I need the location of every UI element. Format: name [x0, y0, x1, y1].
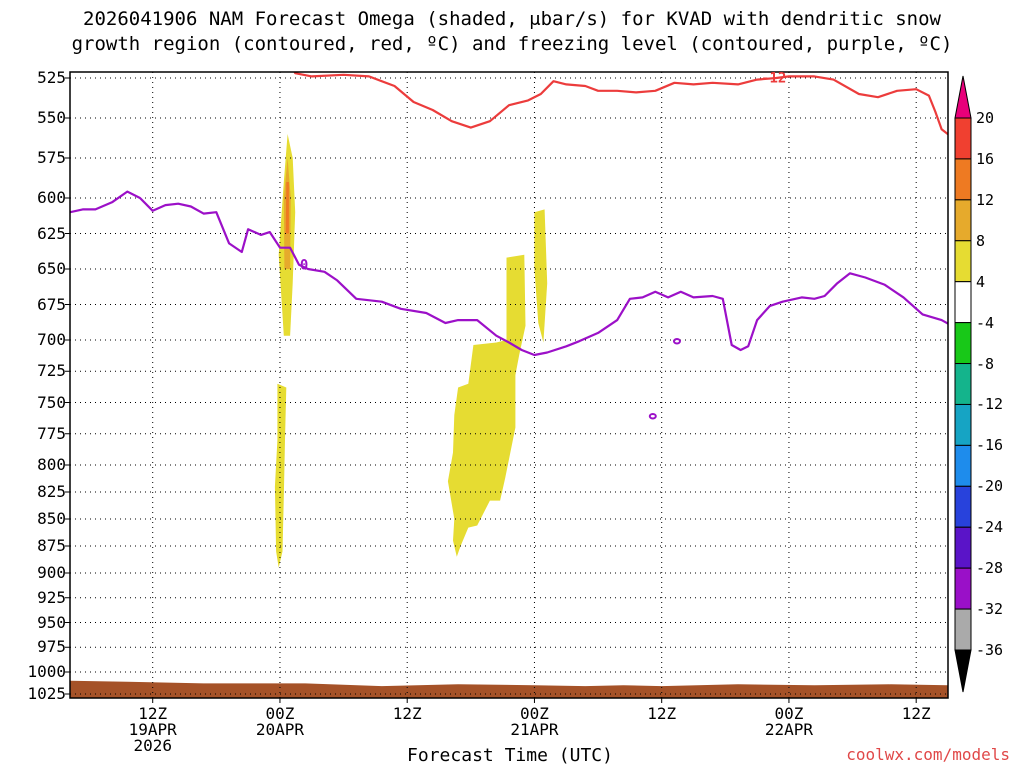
colorbar-label-16: 16	[976, 149, 995, 168]
omega-region-6	[534, 209, 548, 343]
colorbar-label--4: -4	[976, 313, 995, 332]
colorbar-swatch-13	[954, 608, 972, 651]
colorbar-label--24: -24	[976, 518, 1004, 537]
colorbar-label--12: -12	[976, 395, 1004, 414]
x-tick-label-4-line-2: 21APR	[510, 720, 559, 739]
colorbar-label-8: 8	[976, 231, 986, 250]
omega-shading	[274, 134, 548, 568]
y-tick-label-775: 775	[37, 423, 66, 443]
x-tick-label-5-line-1: 12Z	[647, 704, 677, 723]
x-tick-label-7-line-1: 12Z	[901, 704, 931, 723]
omega-region-3	[285, 182, 289, 234]
omega-region-5	[447, 254, 526, 557]
small-contour-2	[648, 413, 657, 420]
y-tick-label-700: 700	[37, 330, 66, 349]
colorbar-label-12: 12	[976, 190, 995, 209]
colorbar-swatch-9	[954, 444, 972, 487]
colorbar-label--8: -8	[976, 354, 995, 373]
colorbar-swatch-6	[954, 322, 972, 365]
y-tick-label-925: 925	[37, 587, 66, 607]
y-tick-label-625: 625	[37, 223, 66, 243]
y-tick-label-950: 950	[37, 612, 66, 632]
grid	[65, 72, 948, 703]
colorbar-bottom-triangle	[954, 649, 972, 693]
y-tick-label-750: 750	[37, 392, 66, 412]
colorbar-label--16: -16	[976, 436, 1004, 455]
contour-line-1	[293, 72, 948, 136]
chart-title-line-1: 2026041906 NAM Forecast Omega (shaded, μ…	[83, 8, 941, 30]
credit-text: coolwx.com/models	[846, 745, 1010, 764]
x-tick-label-6-line-1: 00Z	[774, 704, 804, 723]
colorbar-label--32: -32	[976, 600, 1004, 619]
colorbar	[954, 75, 972, 693]
x-tick-label-3-line-1: 12Z	[392, 704, 422, 723]
colorbar-swatch-11	[954, 526, 972, 569]
x-tick-label-1-line-1: 12Z	[138, 704, 168, 723]
terrain-polygon	[70, 680, 948, 698]
colorbar-top-triangle	[954, 75, 972, 119]
y-tick-label-900: 900	[37, 563, 66, 582]
y-tick-label-1025: 1025	[27, 684, 66, 703]
x-tick-label-2-line-2: 20APR	[255, 720, 305, 739]
x-tick-label-1-line-3: 2026	[133, 736, 172, 755]
colorbar-label--20: -20	[976, 477, 1004, 496]
contour-label-purple: 0	[300, 258, 308, 274]
omega-region-4	[274, 383, 287, 568]
terrain-fill	[70, 680, 948, 698]
contours	[70, 72, 948, 420]
y-tick-label-550: 550	[37, 108, 66, 127]
contour-label-red: -12	[761, 70, 786, 86]
colorbar-label--36: -36	[976, 641, 1004, 659]
colorbar-label-4: 4	[976, 272, 986, 291]
x-tick-label-4-line-1: 00Z	[519, 704, 549, 723]
y-tick-label-825: 825	[37, 482, 66, 501]
colorbar-label--28: -28	[976, 559, 1004, 578]
y-tick-label-725: 725	[37, 361, 66, 381]
x-tick-label-6-line-2: 22APR	[764, 720, 814, 739]
y-tick-label-800: 800	[37, 455, 66, 474]
colorbar-swatch-7	[954, 363, 972, 405]
colorbar-label-20: 20	[976, 109, 995, 127]
colorbar-swatch-8	[954, 403, 972, 446]
y-tick-label-675: 675	[37, 294, 66, 314]
y-tick-label-850: 850	[37, 509, 66, 528]
y-tick-label-650: 650	[37, 259, 66, 278]
colorbar-swatch-5	[954, 281, 972, 324]
y-tick-label-1000: 1000	[27, 662, 66, 681]
y-tick-label-575: 575	[37, 148, 66, 167]
x-axis-label: Forecast Time (UTC)	[407, 745, 613, 766]
x-tick-label-1-line-2: 19APR	[128, 720, 177, 739]
small-contour-1	[672, 338, 681, 345]
x-tick-label-2-line-1: 00Z	[265, 704, 295, 723]
colorbar-swatch-12	[954, 567, 972, 610]
y-tick-label-600: 600	[37, 188, 66, 207]
colorbar-swatch-3	[954, 199, 972, 242]
plot-frame	[69, 71, 949, 699]
colorbar-swatch-1	[954, 117, 972, 160]
y-tick-label-875: 875	[37, 536, 66, 555]
colorbar-swatch-4	[954, 240, 972, 283]
y-tick-label-525: 525	[37, 68, 66, 87]
colorbar-swatch-2	[954, 158, 972, 201]
y-tick-label-975: 975	[37, 637, 66, 657]
chart-title-line-2: growth region (contoured, red, ºC) and f…	[71, 33, 953, 55]
colorbar-swatch-10	[954, 485, 972, 528]
contour-line-2	[70, 190, 948, 357]
